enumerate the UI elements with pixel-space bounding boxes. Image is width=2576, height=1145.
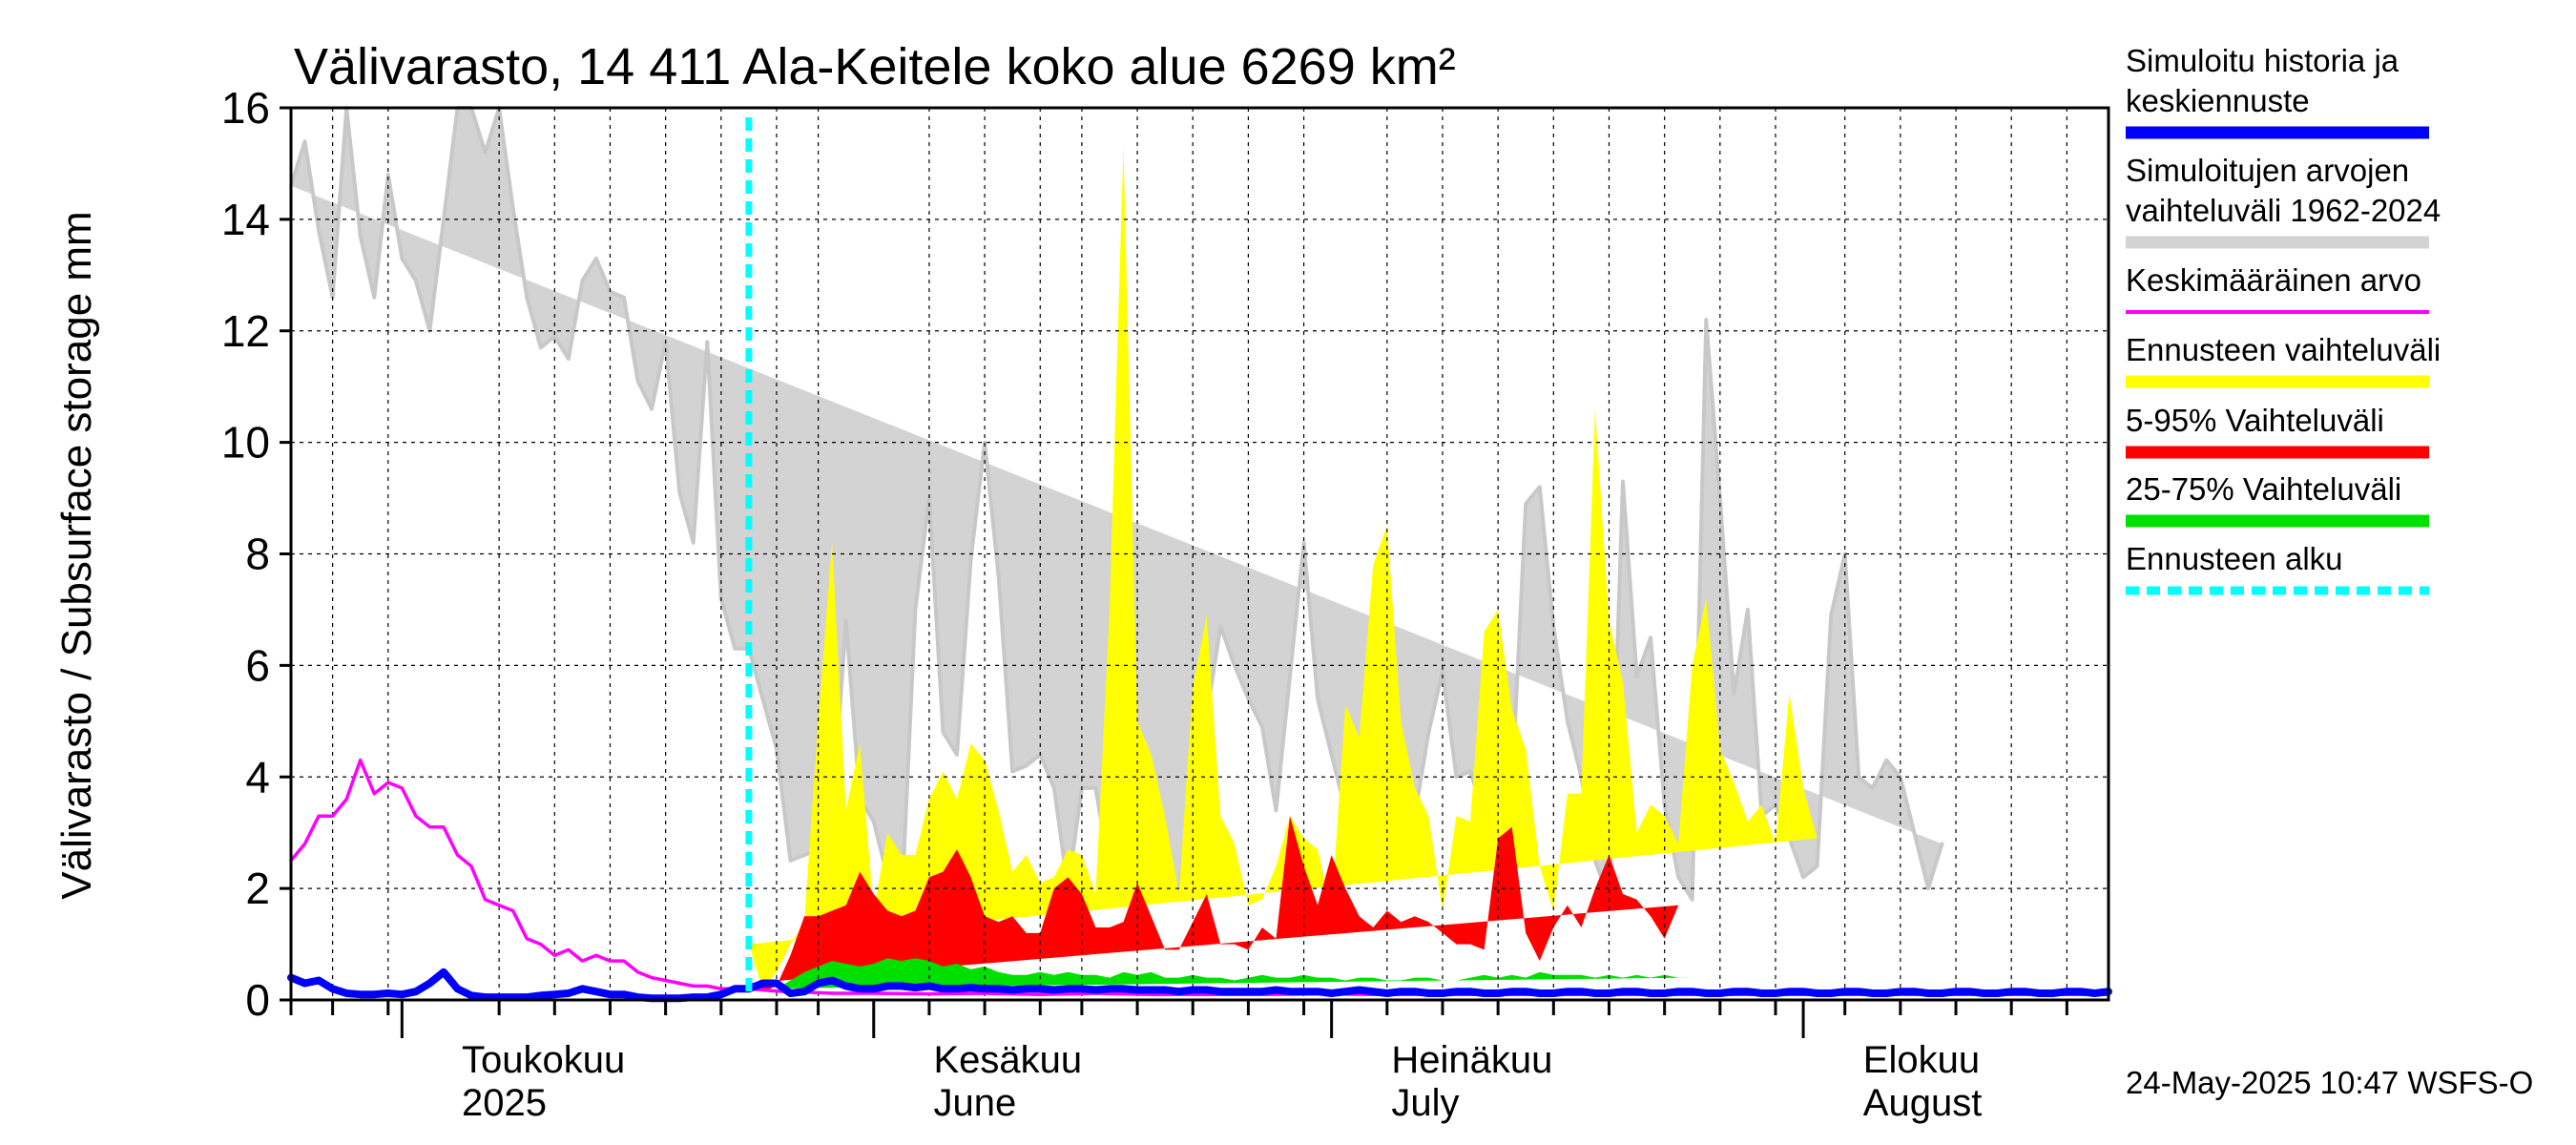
x-tick-label: Kesäkuu — [933, 1039, 1082, 1081]
x-tick-sublabel: July — [1391, 1082, 1459, 1124]
y-axis-label: Välivarasto / Subsurface storage mm — [53, 211, 100, 899]
y-tick-label: 6 — [245, 640, 270, 690]
legend-label: 25-75% Vaihteluväli — [2126, 471, 2401, 507]
legend-label: Keskimääräinen arvo — [2126, 262, 2421, 298]
bands-layer — [289, 106, 1944, 992]
y-tick-label: 10 — [221, 418, 270, 468]
y-tick-label: 2 — [245, 864, 270, 913]
legend-label: Simuloitu historia ja — [2126, 43, 2399, 78]
y-tick-label: 4 — [245, 752, 270, 802]
date-stamp: 24-May-2025 10:47 WSFS-O — [2126, 1065, 2533, 1100]
x-tick-label: Heinäkuu — [1391, 1039, 1552, 1081]
y-tick-label: 16 — [221, 83, 270, 133]
legend-label: Ennusteen vaihteluväli — [2126, 332, 2441, 367]
legend-label: Ennusteen alku — [2126, 541, 2343, 576]
x-tick-label: Elokuu — [1863, 1039, 1980, 1081]
x-tick-sublabel: 2025 — [462, 1082, 547, 1124]
grid-layer — [290, 107, 2109, 1001]
legend-label: vaihteluväli 1962-2024 — [2126, 193, 2441, 228]
legend-label: 5-95% Vaihteluväli — [2126, 403, 2384, 438]
legend-label: keskiennuste — [2126, 83, 2310, 118]
chart-title: Välivarasto, 14 411 Ala-Keitele koko alu… — [294, 38, 1456, 95]
y-tick-label: 12 — [221, 306, 270, 356]
y-axis: 0 2 4 6 8 10 12 14 16 — [221, 83, 291, 1025]
x-tick-label: Toukokuu — [462, 1039, 625, 1081]
y-tick-label: 0 — [245, 975, 270, 1025]
legend-label: Simuloitujen arvojen — [2126, 153, 2409, 188]
plot-area — [287, 106, 2112, 1003]
x-tick-sublabel: August — [1863, 1082, 1983, 1124]
p25-p75-area — [748, 958, 1693, 989]
x-tick-sublabel: June — [933, 1082, 1016, 1124]
p5-p95-area — [748, 816, 1679, 992]
y-tick-label: 14 — [221, 195, 270, 244]
lines-layer — [287, 117, 2112, 1003]
legend: Simuloitu historia ja keskiennuste Simuloi… — [2126, 43, 2441, 595]
y-tick-label: 8 — [245, 530, 270, 579]
median-line — [287, 968, 2112, 1003]
